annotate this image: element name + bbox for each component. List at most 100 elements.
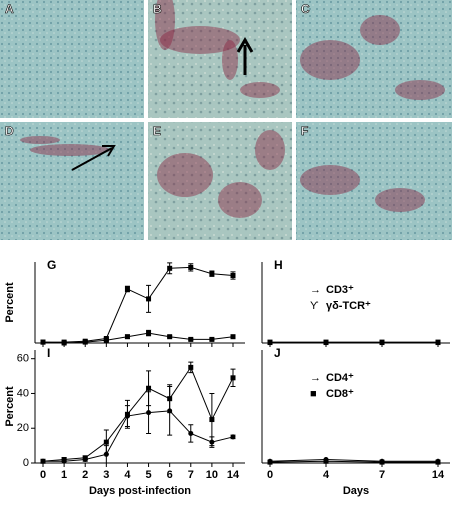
marker	[230, 334, 236, 340]
legend-label: γδ-TCR⁺	[326, 300, 371, 312]
stain	[240, 82, 280, 98]
x-tick-label: 0	[267, 469, 273, 481]
marker	[103, 439, 109, 445]
marker	[146, 385, 152, 391]
marker	[103, 337, 109, 343]
y-tick-label: 0	[23, 457, 29, 469]
micrograph	[148, 0, 292, 118]
stain	[360, 15, 400, 45]
marker	[379, 459, 385, 465]
legend-symbol: →	[310, 284, 321, 296]
panel-letter: F	[301, 124, 308, 138]
x-tick-label: 10	[206, 469, 218, 481]
stain	[300, 165, 360, 195]
stain	[255, 130, 285, 170]
marker	[61, 340, 67, 346]
marker	[82, 339, 88, 345]
x-tick-label: 0	[40, 469, 46, 481]
y-tick-label: 40	[17, 387, 29, 399]
x-tick-label: 7	[379, 469, 385, 481]
x-tick-label: 5	[145, 469, 151, 481]
legend-symbol: →	[310, 372, 321, 384]
y-axis-label: Percent	[4, 386, 16, 427]
marker	[435, 459, 441, 465]
stain	[30, 144, 110, 156]
legend-label: CD8⁺	[326, 388, 354, 400]
marker	[167, 396, 173, 402]
marker	[146, 410, 152, 416]
legend-symbol: ■	[310, 388, 317, 400]
marker	[124, 286, 130, 292]
arrow	[71, 145, 116, 171]
chart-panel-letter: H	[274, 258, 283, 272]
marker	[188, 430, 194, 436]
marker	[82, 455, 88, 461]
micrograph	[0, 0, 144, 118]
x-tick-label: 3	[103, 469, 109, 481]
panel-letter: D	[5, 124, 14, 138]
marker	[146, 330, 152, 336]
micrograph	[296, 122, 452, 240]
x-tick-label: 4	[124, 469, 131, 481]
marker	[209, 417, 215, 423]
stain	[375, 188, 425, 212]
marker	[379, 340, 385, 346]
marker	[167, 334, 173, 340]
marker	[146, 296, 152, 302]
x-axis-label: Days	[343, 485, 369, 497]
marker	[167, 265, 173, 271]
micrograph	[296, 0, 452, 118]
series-line	[43, 410, 234, 462]
panel-letter: B	[153, 2, 162, 16]
panel-letter: C	[301, 2, 310, 16]
x-tick-label: 7	[188, 469, 194, 481]
series-line	[269, 459, 438, 462]
marker	[435, 340, 441, 346]
micrograph	[148, 122, 292, 240]
x-tick-label: 1	[61, 469, 67, 481]
stain	[300, 40, 360, 80]
marker	[209, 271, 215, 277]
stain	[157, 153, 213, 197]
marker	[230, 273, 236, 278]
marker	[323, 458, 329, 464]
series-line	[43, 266, 234, 343]
marker	[267, 340, 273, 346]
marker	[188, 364, 194, 370]
marker	[188, 264, 194, 270]
chart-panel-letter: G	[47, 258, 56, 272]
legend-label: CD3⁺	[326, 284, 354, 296]
marker	[40, 458, 46, 464]
chart-panel-letter: J	[274, 346, 281, 360]
stain	[20, 136, 60, 144]
marker	[124, 411, 130, 417]
marker	[230, 434, 236, 440]
marker	[209, 336, 215, 342]
x-tick-label: 2	[82, 469, 88, 481]
stain	[155, 0, 175, 50]
x-tick-label: 14	[227, 469, 240, 481]
x-tick-label: 4	[323, 469, 330, 481]
arrow	[236, 37, 254, 75]
x-axis-label: Days post-infection	[89, 485, 191, 497]
legend-symbol: ϒ	[310, 300, 319, 312]
marker	[323, 340, 329, 346]
marker	[188, 336, 194, 342]
series-line	[42, 366, 234, 462]
stain	[160, 26, 240, 54]
marker	[40, 339, 46, 345]
panel-letter: E	[153, 124, 161, 138]
y-tick-label: 60	[17, 353, 29, 365]
y-tick-label: 20	[17, 422, 29, 434]
stain	[395, 80, 445, 100]
micrograph	[0, 122, 144, 240]
marker	[230, 375, 236, 381]
stain	[222, 40, 238, 80]
chart-panel-letter: I	[47, 346, 50, 360]
x-tick-label: 14	[432, 469, 445, 481]
marker	[61, 457, 67, 463]
panel-letter: A	[5, 2, 14, 16]
stain	[218, 182, 262, 218]
series-line	[269, 460, 438, 463]
series-line	[42, 332, 234, 344]
